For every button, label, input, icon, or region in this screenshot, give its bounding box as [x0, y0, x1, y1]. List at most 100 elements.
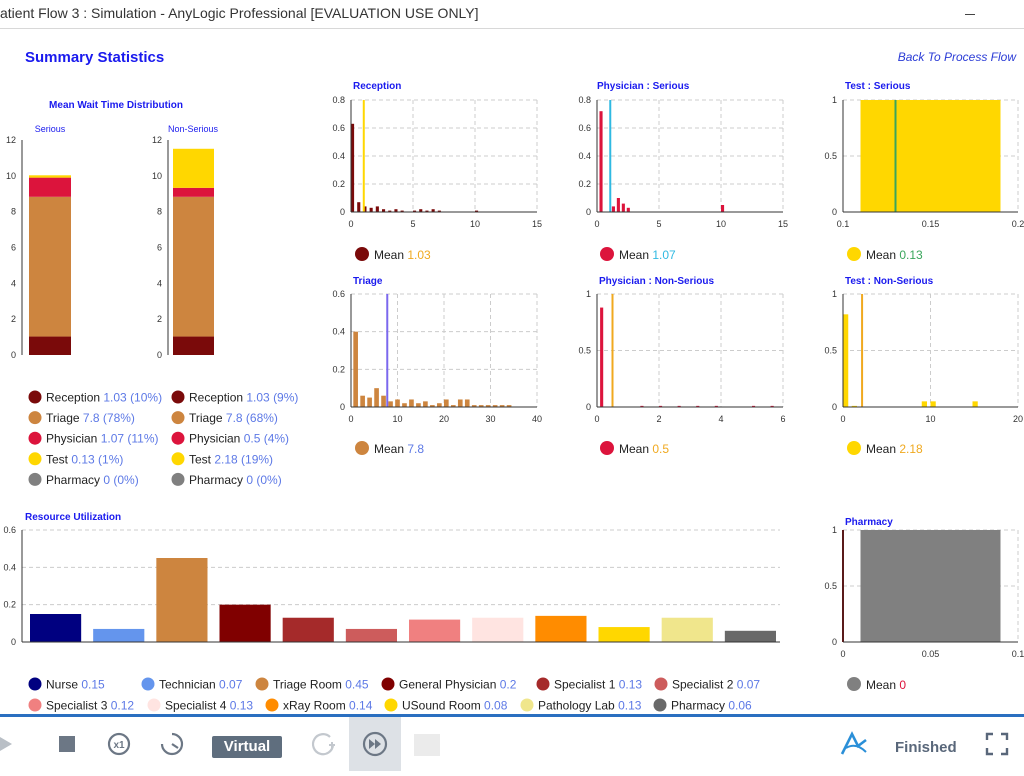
stop-button[interactable] — [56, 717, 78, 771]
hist-5-y-tick-label: 0.5 — [824, 346, 837, 356]
hist-5-x-tick-label: 0 — [840, 414, 845, 424]
hist-2-bar — [860, 100, 1001, 212]
resource-y-tick-label: 0 — [11, 637, 16, 647]
resource-legend-item: Specialist 2 0.07 — [672, 678, 760, 692]
serious-legend-dot — [28, 411, 42, 425]
hist-3-bar — [450, 405, 456, 407]
hist-3-y-tick-label: 0.6 — [332, 289, 345, 299]
nonserious-segment-physician — [173, 187, 214, 197]
hist-3-bar — [395, 399, 400, 407]
hist-0-bar — [437, 210, 441, 212]
serious-tick-label: 6 — [11, 243, 16, 253]
hist-2-x-tick-label: 0.1 — [837, 219, 850, 229]
serious-segment-triage — [29, 196, 71, 337]
nonserious-segment-test — [173, 148, 214, 188]
hist-3-bar — [471, 405, 477, 407]
run-button[interactable] — [0, 717, 14, 771]
resource-y-tick-label: 0.2 — [3, 600, 16, 610]
hist-0-x-tick-label: 5 — [410, 219, 415, 229]
hist-0-bar — [419, 209, 423, 212]
resource-legend-item: Pharmacy 0.06 — [671, 699, 752, 713]
resource-y-tick-label: 0.6 — [3, 525, 16, 535]
hist-4-bar — [640, 405, 644, 407]
simulation-toolbar: x1 Virtual Finished — [0, 714, 1024, 771]
hist-3-bar — [478, 405, 484, 407]
serious-legend-item: Test 0.13 (1%) — [46, 452, 123, 466]
serious-tick-label: 2 — [11, 314, 16, 324]
play-icon — [0, 737, 12, 751]
hist-5-x-tick-label: 10 — [925, 414, 935, 424]
resource-legend-item: Technician 0.07 — [159, 678, 243, 692]
hist-0-bar — [363, 206, 367, 212]
hist-7-x-tick-label: 0.1 — [1012, 649, 1024, 659]
hist-1-title: Physician : Serious — [597, 81, 690, 92]
nonserious-legend-dot — [171, 390, 185, 404]
hist-0-y-tick-label: 0.2 — [332, 179, 345, 189]
hist-5-legend-dot — [847, 441, 861, 455]
serious-tick-label: 10 — [6, 171, 16, 181]
hist-5-y-tick-label: 1 — [832, 289, 837, 299]
resource-legend-item: General Physician 0.2 — [399, 678, 517, 692]
hist-7-legend-dot — [847, 677, 861, 691]
serious-tick-label: 8 — [11, 207, 16, 217]
hist-0-bar — [375, 206, 379, 212]
anylogic-logo — [836, 717, 872, 771]
back-to-process-flow-link[interactable]: Back To Process Flow — [897, 50, 1016, 64]
fullscreen-button[interactable] — [982, 717, 1012, 771]
hist-1-x-tick-label: 5 — [656, 219, 661, 229]
hist-1-bar — [616, 198, 620, 212]
nonserious-tick-label: 10 — [152, 171, 162, 181]
hist-0-bar — [394, 209, 398, 212]
hist-5-title: Test : Non-Serious — [845, 276, 934, 287]
serious-legend-dot — [28, 472, 42, 486]
hist-5-y-tick-label: 0 — [832, 402, 837, 412]
hist-7-y-tick-label: 1 — [832, 525, 837, 535]
hist-2-legend-dot — [847, 247, 861, 261]
resource-bar — [724, 630, 776, 642]
hist-1-x-tick-label: 15 — [778, 219, 788, 229]
resource-legend-dot — [141, 677, 155, 691]
step-button[interactable] — [414, 734, 440, 756]
resource-y-tick-label: 0.4 — [3, 562, 16, 572]
resource-legend-dot — [255, 677, 269, 691]
hist-1-y-tick-label: 0.6 — [578, 123, 591, 133]
slower-icon — [160, 732, 184, 756]
serious-segment-physician — [29, 177, 71, 197]
nonserious-legend-item: Test 2.18 (19%) — [189, 452, 273, 466]
resource-legend-dot — [147, 698, 161, 712]
virtual-mode-button[interactable]: Virtual — [212, 736, 282, 758]
svg-text:x1: x1 — [113, 740, 125, 751]
hist-3-x-tick-label: 30 — [485, 414, 495, 424]
hist-2-y-tick-label: 0.5 — [824, 151, 837, 161]
hist-1-bar — [721, 205, 725, 212]
hist-0-bar — [413, 210, 417, 212]
nonserious-tick-label: 0 — [157, 350, 162, 360]
hist-3-y-tick-label: 0 — [340, 402, 345, 412]
hist-5-bar — [851, 405, 857, 407]
nonserious-legend-dot — [171, 452, 185, 466]
hist-4-bar — [714, 405, 718, 407]
hist-3-x-tick-label: 0 — [348, 414, 353, 424]
hist-3-bar — [430, 405, 435, 407]
hist-0-bar — [425, 210, 429, 212]
hist-4-y-tick-label: 1 — [586, 289, 591, 299]
speed-x1-button[interactable]: x1 — [104, 717, 134, 771]
nonserious-legend-dot — [171, 472, 185, 486]
fast-forward-button[interactable] — [349, 717, 401, 771]
hist-3-title: Triage — [353, 276, 383, 287]
hist-3-bar — [464, 399, 470, 407]
window-title: atient Flow 3 : Simulation - AnyLogic Pr… — [0, 5, 479, 21]
serious-tick-label: 4 — [11, 278, 16, 288]
nonserious-tick-label: 4 — [157, 278, 162, 288]
resource-bar — [345, 628, 397, 642]
hist-1-y-tick-label: 0.4 — [578, 151, 591, 161]
serious-legend-dot — [28, 452, 42, 466]
minimize-button[interactable] — [960, 2, 980, 15]
resource-legend-dot — [384, 698, 398, 712]
speed-up-button[interactable] — [308, 717, 338, 771]
hist-4-legend: Mean 0.5 — [619, 442, 669, 456]
resource-bar — [156, 558, 208, 642]
hist-4-legend-dot — [600, 441, 614, 455]
hist-3-x-tick-label: 10 — [392, 414, 402, 424]
slow-down-button[interactable] — [157, 717, 187, 771]
